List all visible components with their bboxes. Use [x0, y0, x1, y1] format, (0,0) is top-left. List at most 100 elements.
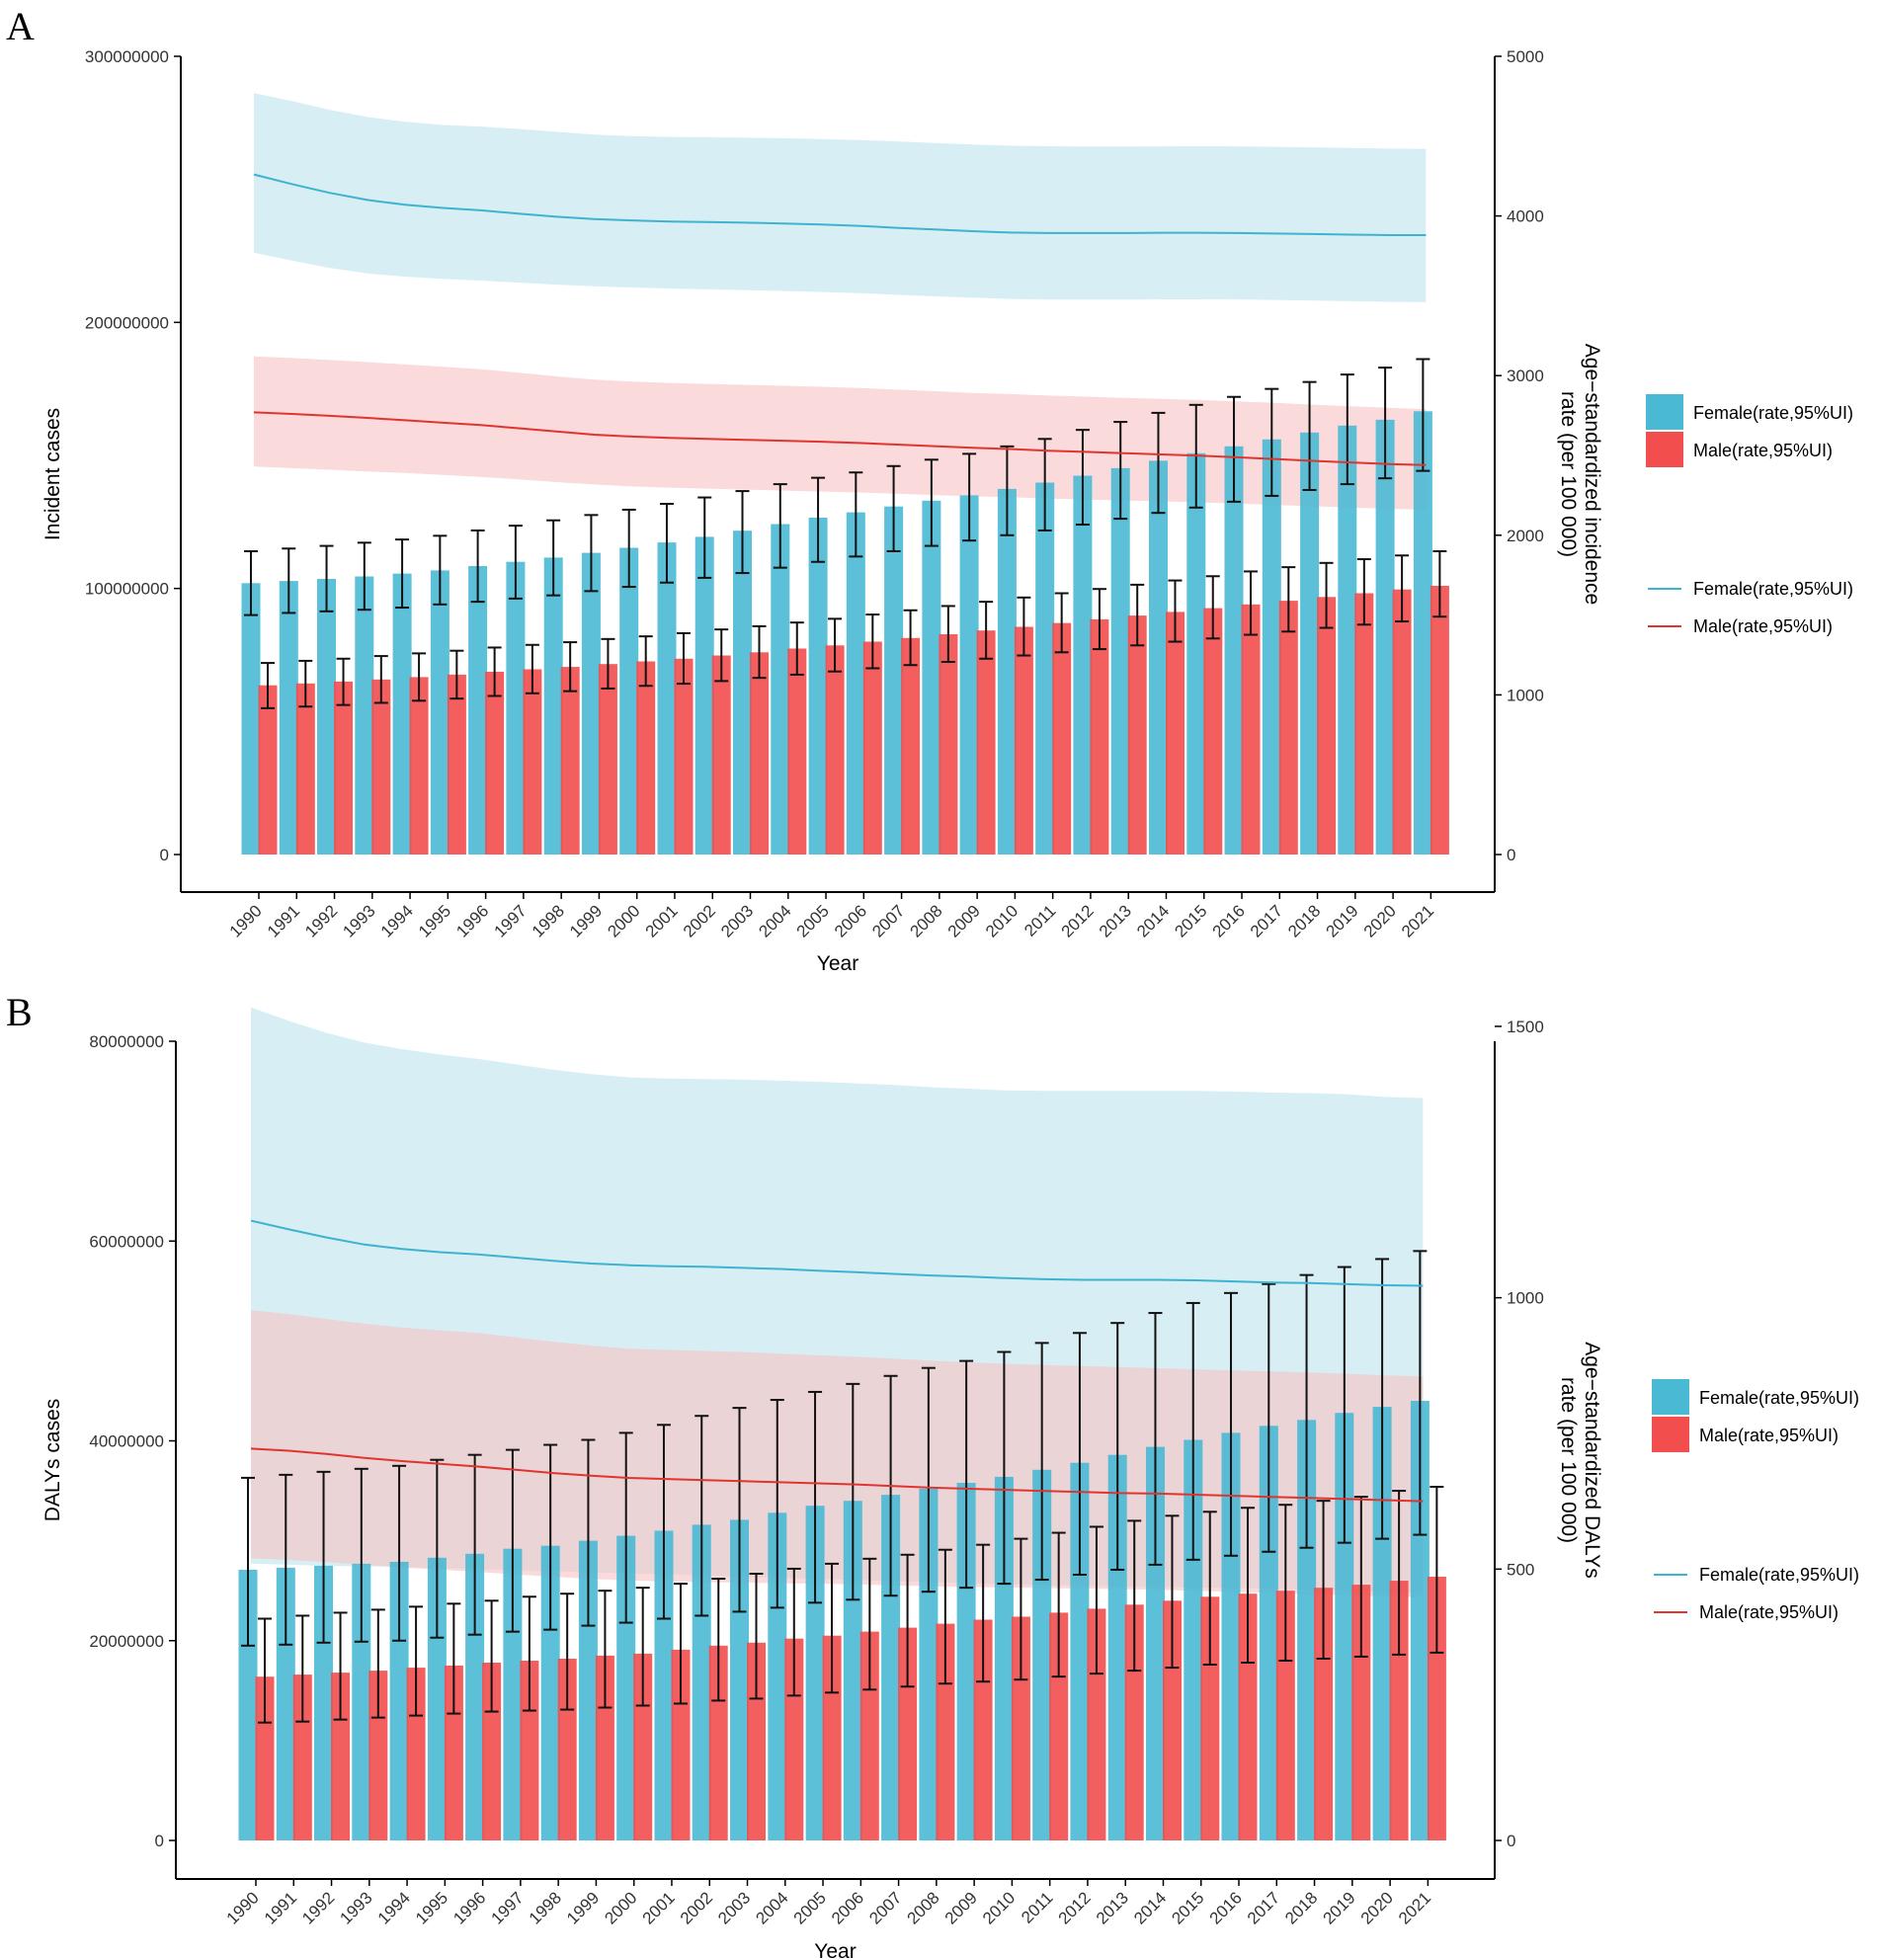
- panel-b: B 0 20000000 40000000 60000000 80000000 0 500 1…: [6, 990, 1859, 1960]
- x-tick-label-2010: 2010: [979, 1888, 1019, 1927]
- bar-female-1994: [392, 573, 412, 855]
- bar-female-1997: [503, 1548, 523, 1840]
- bar-male-1997: [520, 1661, 539, 1840]
- y-axis-right-title-line2: rate (per 100 000): [1557, 1377, 1580, 1543]
- bar-female-1995: [427, 1557, 447, 1840]
- y-axis-right-title-line2: rate (per 100 000): [1557, 391, 1580, 557]
- error-bar-male-1999: [598, 1590, 613, 1709]
- panel-b-rate-lines: [250, 1219, 1424, 1503]
- bar-male-2004: [787, 648, 807, 855]
- bar-female-2015: [1184, 1439, 1203, 1840]
- x-tick-label-2013: 2013: [1096, 901, 1135, 940]
- error-bar-female-1995: [433, 534, 448, 606]
- x-tick-label-1994: 1994: [374, 1888, 414, 1927]
- error-bar-male-2019: [1353, 1496, 1368, 1658]
- error-bar-male-1994: [409, 1605, 424, 1717]
- x-tick-label-2021: 2021: [1395, 1888, 1434, 1927]
- error-bar-female-2017: [1265, 387, 1279, 497]
- error-bar-male-2008: [938, 1548, 952, 1685]
- bar-female-1991: [279, 581, 298, 855]
- error-bar-male-1999: [601, 637, 615, 690]
- bar-male-2003: [750, 652, 769, 855]
- x-tick-label-1996: 1996: [449, 1888, 489, 1927]
- error-bar-male-2009: [979, 601, 994, 660]
- y-axis-left-title: Incident cases: [41, 408, 64, 540]
- bar-female-2019: [1335, 1413, 1354, 1840]
- bar-female-2008: [919, 1489, 939, 1840]
- y-right-tick-label: 2000: [1507, 527, 1544, 545]
- bar-male-1999: [595, 1655, 614, 1840]
- x-tick-label-1997: 1997: [491, 901, 531, 940]
- error-bar-male-2002: [711, 1578, 726, 1702]
- error-bar-male-2014: [1165, 1514, 1180, 1670]
- bar-female-2012: [1073, 475, 1093, 855]
- panel-a-letter: A: [6, 4, 35, 48]
- error-bar-male-2004: [786, 1567, 801, 1697]
- error-bar-female-2012: [1072, 1332, 1087, 1577]
- legend-label-line-1: Male(rate,95%UI): [1699, 1602, 1838, 1622]
- y-axis-right-title-line1: Age−standardized DALYs: [1581, 1342, 1603, 1579]
- error-bar-female-2012: [1075, 429, 1090, 527]
- x-axis-title: Year: [814, 1940, 856, 1960]
- bar-male-1995: [444, 1666, 463, 1840]
- error-bar-female-2002: [697, 496, 712, 579]
- bar-female-2016: [1224, 446, 1244, 855]
- error-bar-male-1995: [447, 1602, 461, 1715]
- x-tick-label-1999: 1999: [566, 901, 606, 940]
- bar-male-2013: [1124, 1604, 1144, 1840]
- error-bar-male-1991: [298, 659, 313, 708]
- error-bar-female-1999: [584, 514, 599, 593]
- bar-female-2013: [1107, 1454, 1127, 1840]
- x-tick-label-2011: 2011: [1021, 901, 1059, 939]
- x-tick-label-1990: 1990: [223, 1888, 263, 1927]
- bar-female-2015: [1186, 452, 1206, 855]
- bar-male-2005: [825, 645, 845, 855]
- bar-male-1997: [523, 669, 542, 855]
- error-bar-male-2011: [1054, 592, 1069, 654]
- error-bar-male-2005: [828, 617, 843, 673]
- error-bar-female-2005: [808, 1390, 823, 1604]
- bar-male-1998: [560, 667, 580, 855]
- x-tick-label-2002: 2002: [680, 901, 719, 940]
- bar-female-1997: [506, 561, 526, 855]
- error-bar-male-1997: [525, 643, 539, 694]
- bar-male-2015: [1203, 608, 1223, 855]
- error-bar-female-2020: [1378, 367, 1393, 480]
- legend-label-line-0: Female(rate,95%UI): [1693, 579, 1853, 599]
- panel-b-bars: [238, 1401, 1446, 1840]
- rate-line-female: [250, 1219, 1424, 1287]
- bar-male-1990: [258, 685, 278, 855]
- error-bar-male-2021: [1432, 549, 1447, 618]
- x-tick-label-2020: 2020: [1360, 901, 1400, 940]
- ui-band-female: [254, 93, 1427, 302]
- x-tick-label-1992: 1992: [301, 901, 341, 940]
- error-bar-female-1996: [467, 1453, 482, 1636]
- error-bar-female-2009: [962, 452, 977, 542]
- error-bar-female-1991: [282, 547, 296, 614]
- error-bar-female-2014: [1148, 1312, 1163, 1566]
- x-tick-label-2006: 2006: [831, 901, 870, 940]
- error-bar-male-2000: [635, 1587, 650, 1707]
- error-bar-male-1992: [333, 1611, 348, 1721]
- y-left-tick-label: 0: [160, 846, 169, 864]
- panel-a-legend: Female(rate,95%UI) Male(rate,95%UI) Female…: [1646, 394, 1853, 636]
- bar-male-2019: [1351, 1585, 1371, 1840]
- error-bar-female-2021: [1416, 358, 1430, 472]
- error-bar-female-1996: [470, 529, 485, 604]
- x-tick-label-2019: 2019: [1319, 1888, 1358, 1927]
- error-bar-female-2001: [659, 503, 674, 584]
- error-bar-female-2008: [924, 458, 939, 547]
- error-bar-male-2010: [1014, 1537, 1028, 1681]
- bar-male-2020: [1392, 589, 1412, 855]
- bar-female-1990: [238, 1570, 258, 1840]
- ui-band-male: [251, 1310, 1424, 1597]
- bar-male-2014: [1166, 612, 1185, 855]
- error-bar-male-2000: [638, 635, 653, 688]
- x-tick-label-2004: 2004: [755, 901, 794, 940]
- error-bar-female-2007: [886, 464, 901, 552]
- rate-line-female: [253, 173, 1427, 236]
- panel-a-error-bars: [244, 358, 1447, 709]
- bar-male-1996: [482, 1663, 502, 1840]
- bar-female-2004: [768, 1512, 787, 1840]
- x-tick-label-2005: 2005: [790, 1888, 830, 1927]
